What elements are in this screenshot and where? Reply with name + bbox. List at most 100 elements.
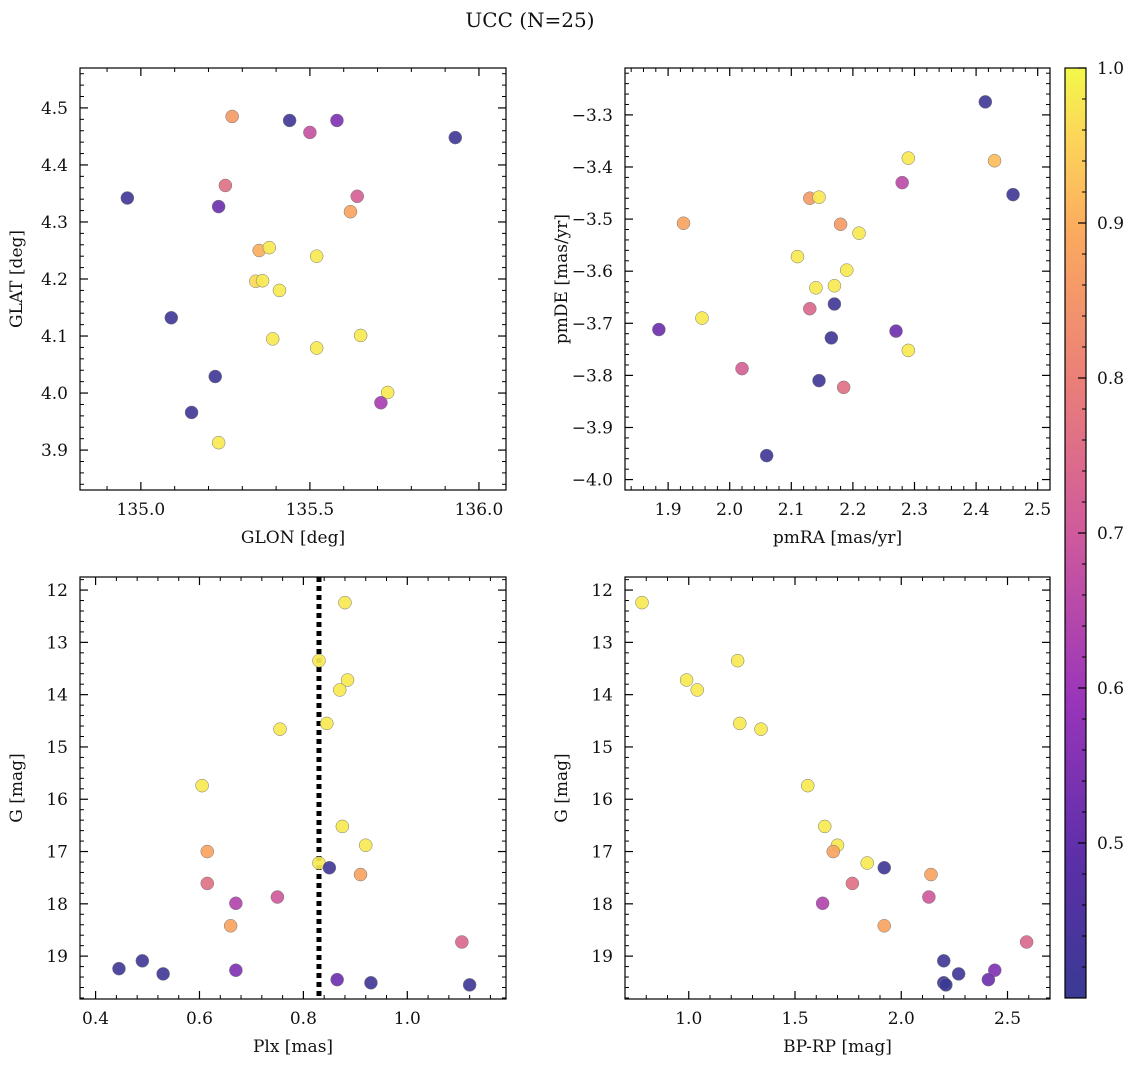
data-point	[338, 595, 352, 610]
x-tick-label: 136.0	[455, 500, 504, 520]
y-tick-label: 4.1	[41, 327, 68, 347]
data-point	[208, 369, 222, 384]
y-tick-label: 14	[46, 686, 68, 706]
data-point	[184, 405, 199, 420]
data-point	[350, 189, 364, 204]
colorbar: 0.5 0.6 0.7 0.8 0.9 1.0	[1064, 59, 1124, 999]
data-point	[255, 273, 270, 288]
data-point	[901, 343, 916, 358]
y-axis-label: pmDE [mas/yr]	[552, 214, 572, 344]
x-tick-label: 2.0	[888, 1009, 915, 1029]
x-tick-label: 1.9	[655, 500, 682, 520]
data-point	[156, 967, 170, 981]
x-tick-label: 135.0	[117, 500, 166, 520]
data-point	[801, 778, 815, 793]
y-tick-label: 19	[46, 947, 68, 967]
data-point	[852, 226, 866, 240]
panel-3: 0.4 0.6 0.8 1.0 12 13 14 15 16 17 18 19 Plx [mas] G […	[7, 576, 507, 1057]
data-point	[901, 151, 916, 165]
y-tick-label: 17	[591, 843, 613, 863]
data-point	[815, 896, 830, 911]
data-point	[826, 844, 840, 859]
data-point	[282, 113, 297, 128]
y-tick-label: 13	[46, 633, 68, 653]
data-point	[860, 856, 874, 870]
data-point	[225, 109, 239, 124]
data-point	[200, 844, 215, 859]
data-point	[309, 341, 324, 355]
data-point	[754, 722, 768, 736]
data-point	[690, 683, 704, 697]
data-point	[330, 972, 344, 987]
data-point	[335, 819, 350, 834]
data-point	[262, 240, 277, 255]
data-point	[877, 860, 891, 875]
data-point	[343, 204, 358, 219]
y-tick-label: 15	[591, 738, 613, 758]
data-point	[135, 954, 150, 968]
y-tick-label: −3.8	[572, 366, 613, 386]
data-point	[988, 963, 1002, 977]
x-tick-label: 0.8	[290, 1009, 317, 1029]
data-point	[273, 722, 287, 736]
y-axis-label: G [mag]	[552, 753, 572, 822]
panel-4: 1.0 1.5 2.0 2.5 12 13 14 15 16 17 18 19 BP-RP [mag] G…	[552, 576, 1051, 1057]
data-point	[462, 978, 477, 992]
data-point	[679, 673, 694, 687]
panels: 135.0 135.5 136.0 3.9 4.0 4.1 4.2 4.3 4.4 4.5 GLON…	[7, 67, 1051, 1057]
data-point	[211, 435, 226, 450]
data-point	[353, 328, 368, 343]
data-point	[112, 961, 126, 976]
x-tick-label: 0.6	[186, 1009, 213, 1029]
y-tick-label: 4.5	[41, 99, 68, 119]
y-tick-label: 4.3	[41, 213, 68, 233]
x-tick-label: 2.3	[901, 500, 928, 520]
data-point	[735, 361, 749, 376]
y-tick-label: 18	[46, 895, 68, 915]
data-point	[759, 448, 774, 463]
plot-frame	[79, 67, 507, 491]
y-tick-label: 19	[591, 947, 613, 967]
data-point	[322, 860, 337, 875]
data-point	[340, 673, 355, 687]
x-tick-label: 1.0	[675, 1009, 702, 1029]
y-tick-label: −4.0	[572, 471, 613, 491]
y-tick-label: 15	[46, 738, 68, 758]
data-point	[803, 301, 817, 316]
colorbar-tick-label: 0.5	[1097, 834, 1124, 854]
y-tick-label: 18	[591, 895, 613, 915]
y-tick-label: 17	[46, 843, 68, 863]
data-point	[270, 890, 285, 904]
data-point	[312, 653, 326, 668]
x-tick-label: 2.5	[994, 1009, 1021, 1029]
data-point	[790, 249, 805, 264]
data-point	[320, 716, 334, 731]
data-point	[229, 896, 243, 911]
data-point	[211, 199, 226, 214]
data-point	[309, 249, 324, 263]
data-point	[924, 867, 938, 882]
y-tick-label: 14	[591, 686, 613, 706]
colorbar-tick-label: 0.7	[1097, 524, 1124, 544]
data-point	[987, 153, 1002, 168]
y-tick-label: 4.2	[41, 270, 68, 290]
data-point	[1019, 935, 1034, 949]
panel-2: 1.9 2.0 2.1 2.2 2.3 2.4 2.5 −4.0 −3.9 −3.8 −3.7 −3.…	[552, 67, 1051, 548]
x-axis-label: BP-RP [mag]	[783, 1037, 892, 1057]
data-point	[889, 324, 903, 338]
data-point	[635, 595, 649, 610]
data-point	[922, 890, 936, 904]
data-point	[937, 954, 951, 968]
data-point	[223, 919, 238, 933]
data-point	[809, 281, 823, 295]
y-tick-label: 4.0	[41, 384, 68, 404]
y-axis-label: G [mag]	[7, 753, 27, 822]
data-point	[265, 332, 280, 346]
data-point	[978, 95, 993, 109]
x-tick-label: 135.5	[286, 500, 335, 520]
data-point	[330, 113, 344, 128]
data-point	[839, 263, 854, 277]
x-tick-label: 2.5	[1024, 500, 1051, 520]
data-point	[895, 175, 909, 190]
data-point	[836, 380, 851, 395]
